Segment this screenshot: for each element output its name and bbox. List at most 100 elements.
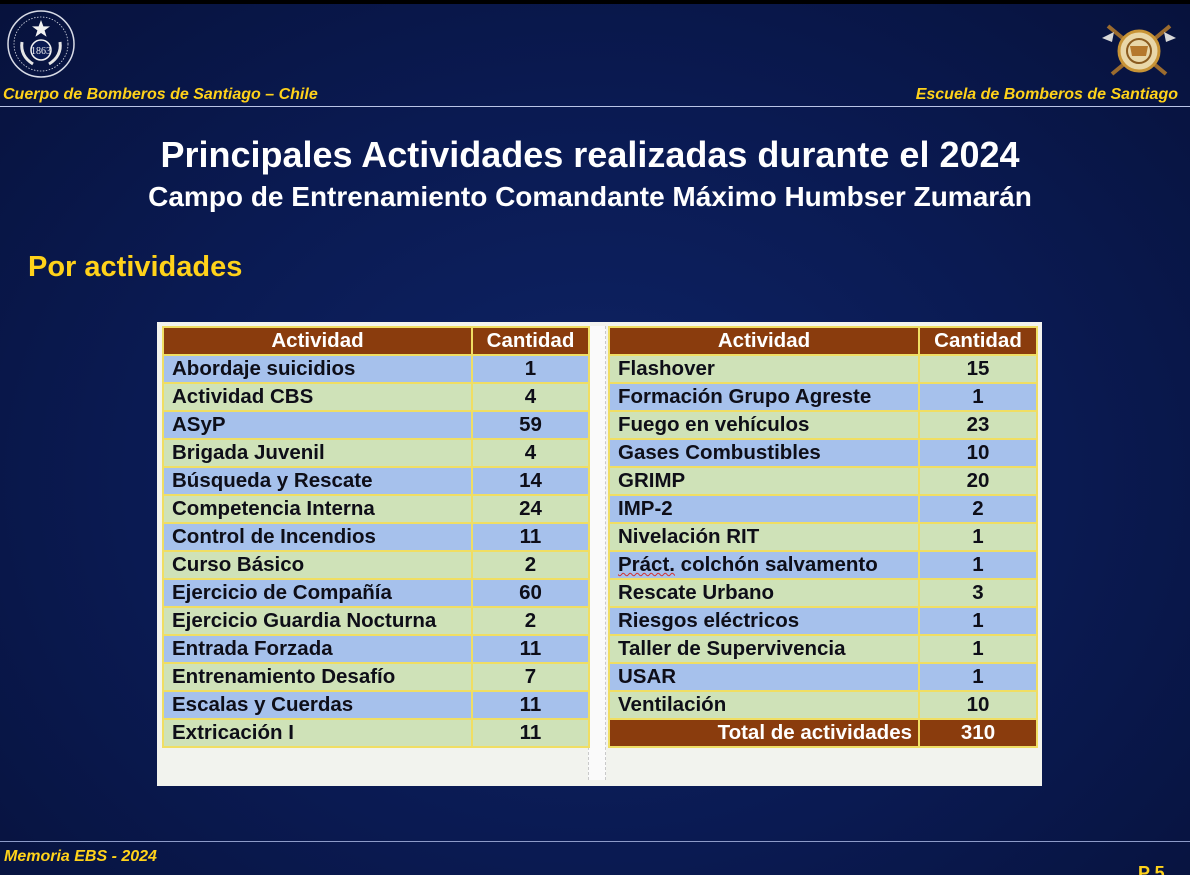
slide-subtitle: Campo de Entrenamiento Comandante Máximo… — [148, 181, 1032, 212]
activity-cell: Ventilación — [608, 690, 920, 720]
quantity-cell: 4 — [471, 438, 590, 468]
total-row: Total de actividades 310 — [608, 718, 1038, 748]
quantity-cell: 2 — [471, 606, 590, 636]
activity-cell: Ejercicio de Compañía — [162, 578, 473, 608]
quantity-cell: 1 — [918, 662, 1038, 692]
table-row: Nivelación RIT 1 — [608, 522, 1038, 552]
table-row: Taller de Supervivencia 1 — [608, 634, 1038, 664]
quantity-cell: 14 — [471, 466, 590, 496]
quantity-cell: 1 — [918, 382, 1038, 412]
activities-table-right: Actividad Cantidad Flashover 15 Formación… — [608, 326, 1038, 748]
table-row: Fuego en vehículos 23 — [608, 410, 1038, 440]
quantity-cell: 2 — [471, 550, 590, 580]
quantity-cell: 59 — [471, 410, 590, 440]
fire-department-seal-icon: 1863 — [6, 8, 76, 82]
quantity-cell: 60 — [471, 578, 590, 608]
activity-cell: Ejercicio Guardia Nocturna — [162, 606, 473, 636]
header-divider — [0, 106, 1190, 107]
slide-top-edge — [0, 0, 1190, 4]
quantity-cell: 1 — [918, 634, 1038, 664]
column-header-quantity: Cantidad — [471, 326, 590, 356]
page-number: P 5 — [1138, 863, 1165, 875]
school-name: Escuela de Bomberos de Santiago — [915, 86, 1178, 103]
table-row: Entrenamiento Desafío 7 — [162, 662, 590, 692]
activity-cell: ASyP — [162, 410, 473, 440]
table-row: IMP-2 2 — [608, 494, 1038, 524]
footer-text: Memoria EBS - 2024 — [4, 848, 157, 865]
quantity-cell: 1 — [918, 550, 1038, 580]
quantity-cell: 11 — [471, 634, 590, 664]
activities-table-left: Actividad Cantidad Abordaje suicidios 1 A… — [162, 326, 590, 748]
activity-cell: Actividad CBS — [162, 382, 473, 412]
table-row: Entrada Forzada 11 — [162, 634, 590, 664]
table-row: Competencia Interna 24 — [162, 494, 590, 524]
spellcheck-flagged-word[interactable]: Práct. — [618, 553, 675, 576]
quantity-cell: 7 — [471, 662, 590, 692]
table-row: ASyP 59 — [162, 410, 590, 440]
column-header-activity: Actividad — [162, 326, 473, 356]
total-label: Total de actividades — [608, 718, 920, 748]
activity-cell: GRIMP — [608, 466, 920, 496]
slide-title: Principales Actividades realizadas duran… — [160, 134, 1020, 175]
activity-cell: Entrenamiento Desafío — [162, 662, 473, 692]
table-row: Búsqueda y Rescate 14 — [162, 466, 590, 496]
quantity-cell: 4 — [471, 382, 590, 412]
table-row: Formación Grupo Agreste 1 — [608, 382, 1038, 412]
quantity-cell: 10 — [918, 690, 1038, 720]
activity-cell: Brigada Juvenil — [162, 438, 473, 468]
activity-cell: Curso Básico — [162, 550, 473, 580]
quantity-cell: 11 — [471, 718, 590, 748]
quantity-cell: 10 — [918, 438, 1038, 468]
table-row: Gases Combustibles 10 — [608, 438, 1038, 468]
table-row: Actividad CBS 4 — [162, 382, 590, 412]
quantity-cell: 2 — [918, 494, 1038, 524]
activity-cell: Abordaje suicidios — [162, 354, 473, 384]
table-row: Rescate Urbano 3 — [608, 578, 1038, 608]
quantity-cell: 15 — [918, 354, 1038, 384]
activity-cell: Control de Incendios — [162, 522, 473, 552]
activity-cell: Práct. colchón salvamento — [608, 550, 920, 580]
quantity-cell: 1 — [918, 606, 1038, 636]
activity-cell-text: colchón salvamento — [674, 553, 878, 576]
activity-cell: Extricación I — [162, 718, 473, 748]
quantity-cell: 11 — [471, 690, 590, 720]
section-title: Por actividades — [28, 251, 243, 283]
column-header-quantity: Cantidad — [918, 326, 1038, 356]
table-row: Flashover 15 — [608, 354, 1038, 384]
organization-name: Cuerpo de Bomberos de Santiago – Chile — [3, 86, 318, 103]
quantity-cell: 23 — [918, 410, 1038, 440]
quantity-cell: 3 — [918, 578, 1038, 608]
table-row: Ventilación 10 — [608, 690, 1038, 720]
quantity-cell: 24 — [471, 494, 590, 524]
activity-cell: Búsqueda y Rescate — [162, 466, 473, 496]
activity-cell: Fuego en vehículos — [608, 410, 920, 440]
quantity-cell: 1 — [918, 522, 1038, 552]
table-row: Práct. colchón salvamento 1 — [608, 550, 1038, 580]
table-row: Riesgos eléctricos 1 — [608, 606, 1038, 636]
activity-cell: Taller de Supervivencia — [608, 634, 920, 664]
footer-divider — [0, 841, 1190, 842]
activity-cell: Competencia Interna — [162, 494, 473, 524]
table-row: USAR 1 — [608, 662, 1038, 692]
activity-cell: Escalas y Cuerdas — [162, 690, 473, 720]
column-header-activity: Actividad — [608, 326, 920, 356]
table-row: Extricación I 11 — [162, 718, 590, 748]
quantity-cell: 20 — [918, 466, 1038, 496]
activity-cell: Entrada Forzada — [162, 634, 473, 664]
table-row: Escalas y Cuerdas 11 — [162, 690, 590, 720]
activity-cell: Flashover — [608, 354, 920, 384]
activity-cell: IMP-2 — [608, 494, 920, 524]
table-row: Curso Básico 2 — [162, 550, 590, 580]
table-row: Ejercicio Guardia Nocturna 2 — [162, 606, 590, 636]
seal-year: 1863 — [31, 46, 51, 57]
table-row: GRIMP 20 — [608, 466, 1038, 496]
activity-cell: Rescate Urbano — [608, 578, 920, 608]
table-row: Abordaje suicidios 1 — [162, 354, 590, 384]
table-row: Ejercicio de Compañía 60 — [162, 578, 590, 608]
table-row: Control de Incendios 11 — [162, 522, 590, 552]
fire-school-emblem-icon — [1100, 20, 1178, 80]
table-divider — [588, 326, 606, 780]
quantity-cell: 1 — [471, 354, 590, 384]
activity-cell: Formación Grupo Agreste — [608, 382, 920, 412]
table-row: Brigada Juvenil 4 — [162, 438, 590, 468]
